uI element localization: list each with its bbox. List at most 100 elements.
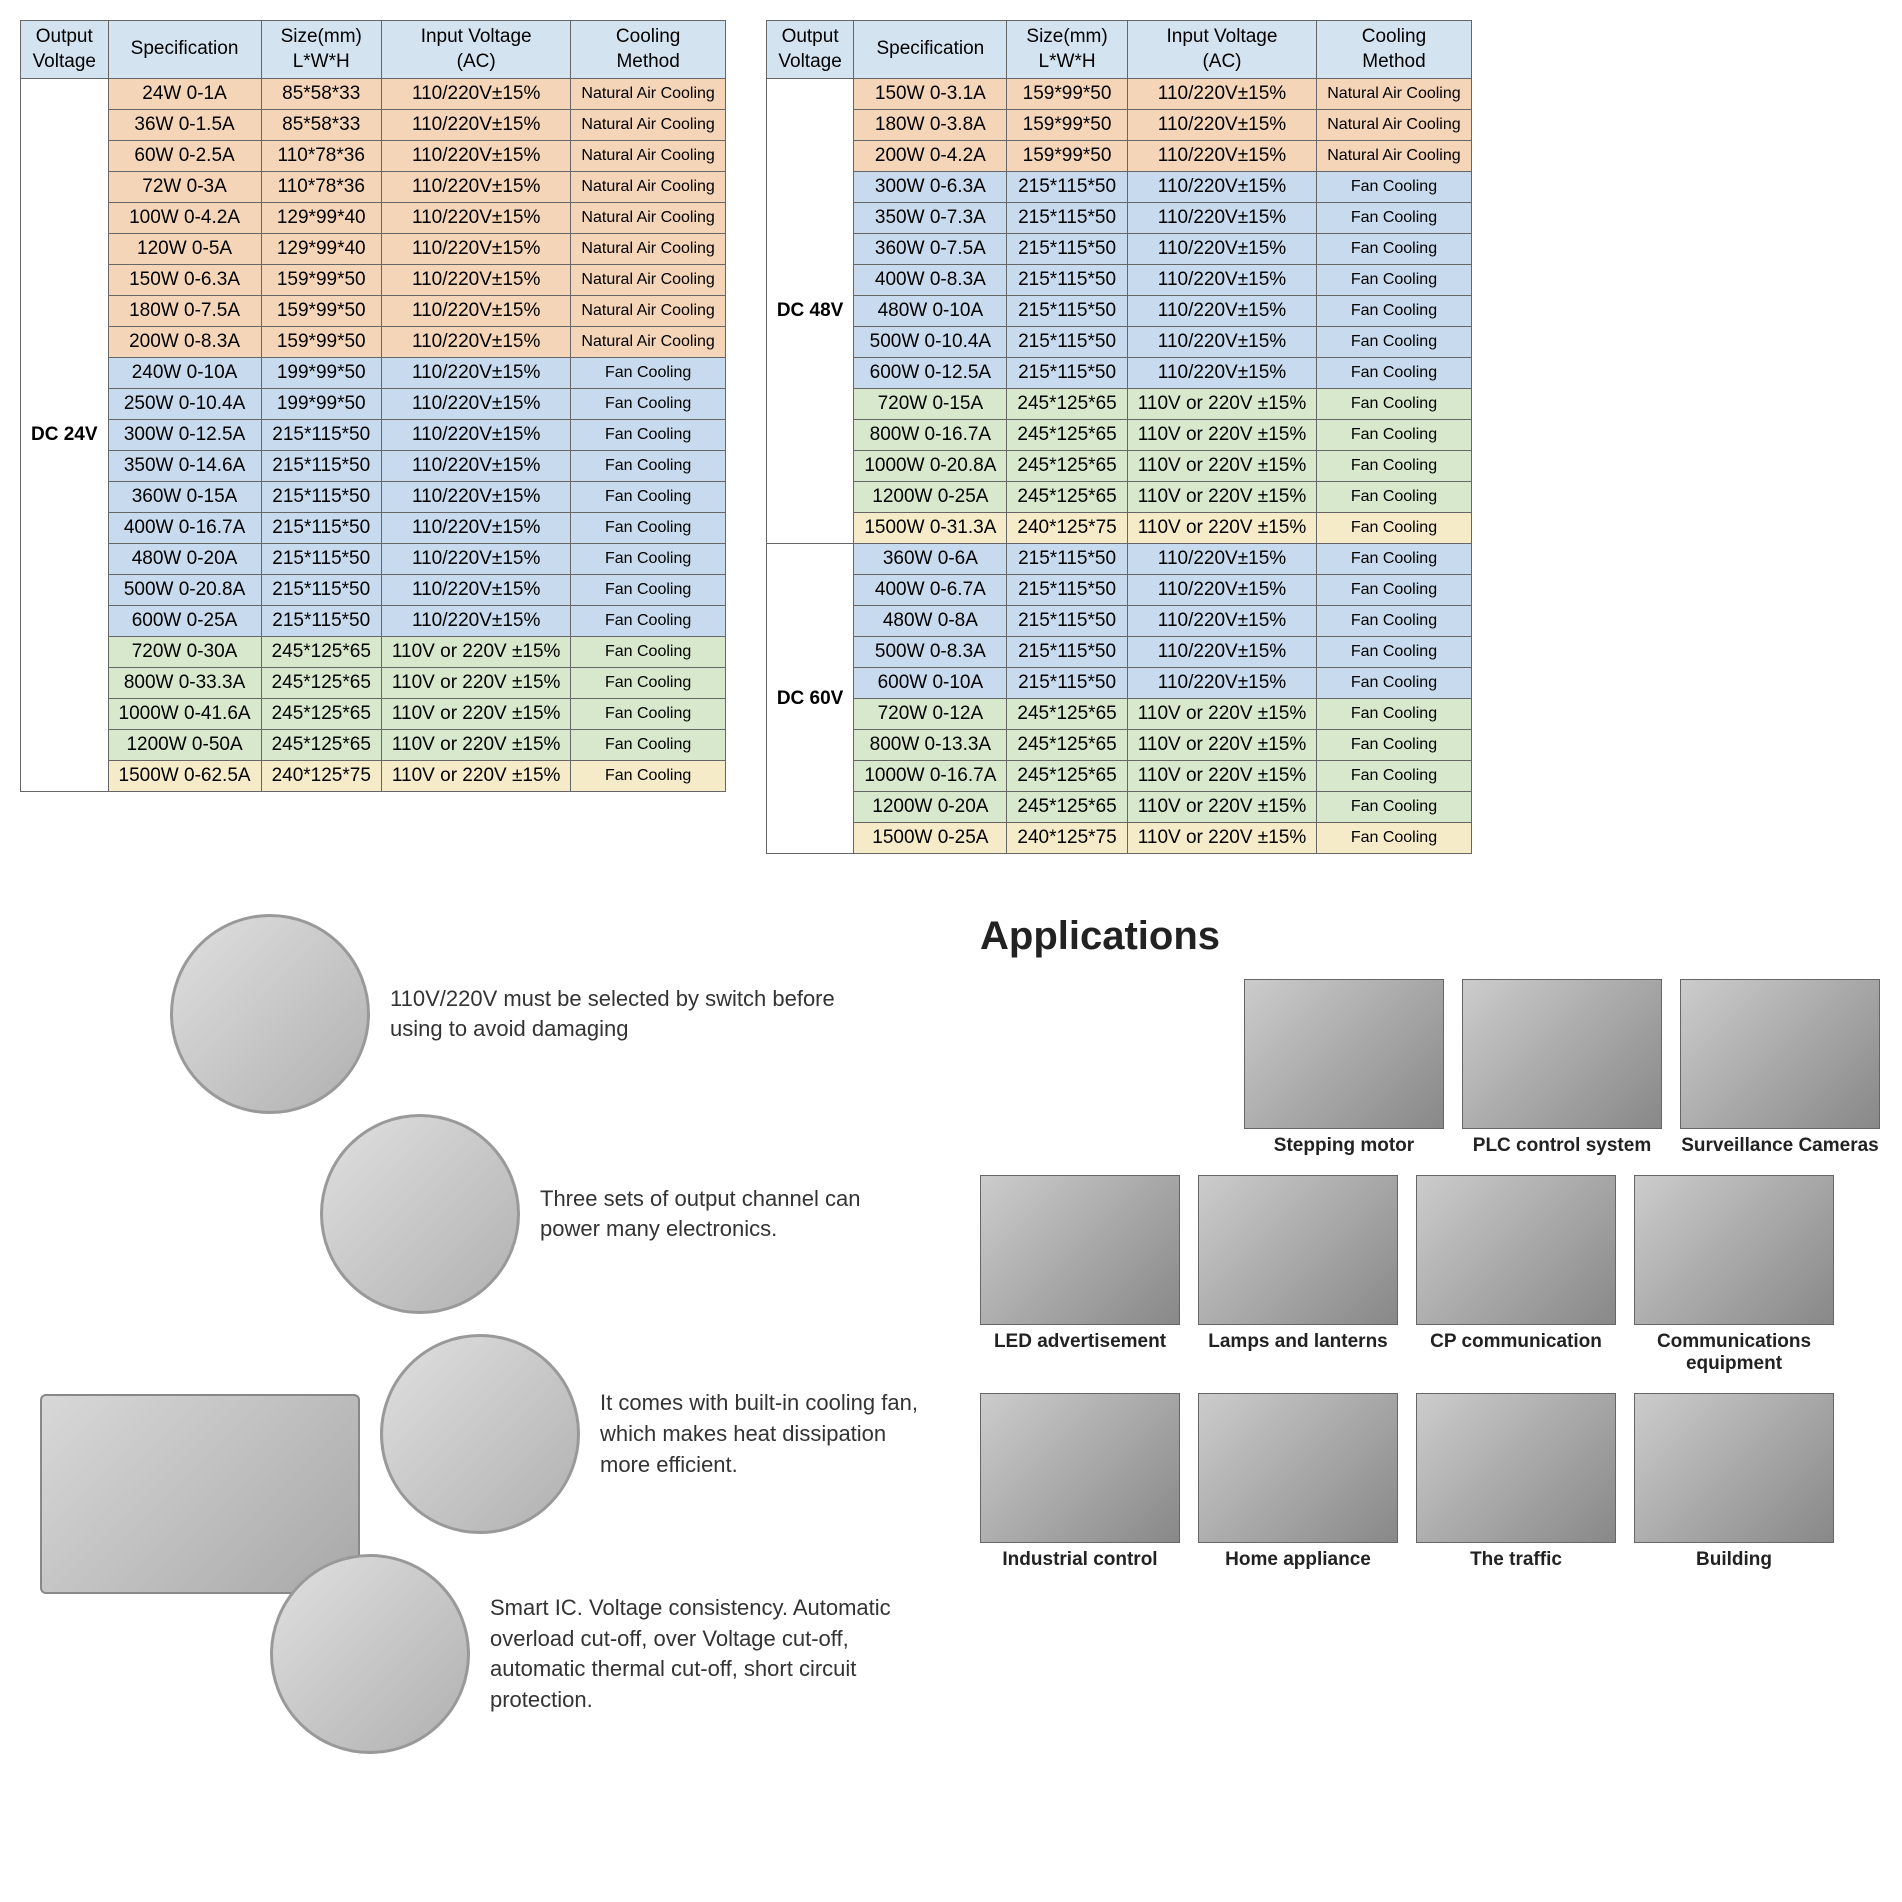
table-row: 1000W 0-16.7A245*125*65110V or 220V ±15%… — [766, 761, 1471, 792]
cell-input: 110/220V±15% — [1127, 606, 1317, 637]
cell-spec: 180W 0-7.5A — [108, 296, 261, 327]
cell-input: 110/220V±15% — [1127, 575, 1317, 606]
cell-input: 110/220V±15% — [381, 296, 571, 327]
table-row: 400W 0-16.7A215*115*50110/220V±15%Fan Co… — [21, 513, 726, 544]
table-header: Size(mm)L*W*H — [1007, 21, 1127, 79]
table-row: 72W 0-3A110*78*36110/220V±15%Natural Air… — [21, 172, 726, 203]
cell-input: 110/220V±15% — [1127, 234, 1317, 265]
application-label: Surveillance Cameras — [1680, 1135, 1880, 1157]
cell-size: 245*125*65 — [261, 637, 381, 668]
cell-input: 110/220V±15% — [381, 389, 571, 420]
cell-cooling: Fan Cooling — [571, 761, 725, 792]
cell-input: 110/220V±15% — [381, 544, 571, 575]
feature-text: It comes with built-in cooling fan, whic… — [600, 1388, 920, 1480]
cell-input: 110V or 220V ±15% — [1127, 823, 1317, 854]
cell-size: 215*115*50 — [261, 482, 381, 513]
table-row: 1200W 0-20A245*125*65110V or 220V ±15%Fa… — [766, 792, 1471, 823]
cell-input: 110/220V±15% — [1127, 668, 1317, 699]
cell-size: 215*115*50 — [1007, 637, 1127, 668]
cell-input: 110/220V±15% — [1127, 172, 1317, 203]
table-header: OutputVoltage — [766, 21, 854, 79]
cell-cooling: Fan Cooling — [571, 575, 725, 606]
feature-image — [380, 1334, 580, 1534]
cell-cooling: Fan Cooling — [1317, 482, 1471, 513]
application-label: Building — [1634, 1549, 1834, 1571]
cell-size: 215*115*50 — [1007, 606, 1127, 637]
cell-cooling: Natural Air Cooling — [571, 234, 725, 265]
application-item: PLC control system — [1462, 979, 1662, 1157]
application-item: The traffic — [1416, 1393, 1616, 1571]
cell-input: 110V or 220V ±15% — [1127, 389, 1317, 420]
cell-spec: 480W 0-10A — [854, 296, 1007, 327]
cell-cooling: Fan Cooling — [1317, 234, 1471, 265]
table-row: 250W 0-10.4A199*99*50110/220V±15%Fan Coo… — [21, 389, 726, 420]
cell-input: 110/220V±15% — [381, 265, 571, 296]
cell-input: 110/220V±15% — [1127, 358, 1317, 389]
table-row: 350W 0-14.6A215*115*50110/220V±15%Fan Co… — [21, 451, 726, 482]
cell-cooling: Fan Cooling — [571, 606, 725, 637]
table-row: 100W 0-4.2A129*99*40110/220V±15%Natural … — [21, 203, 726, 234]
table-row: 1200W 0-50A245*125*65110V or 220V ±15%Fa… — [21, 730, 726, 761]
feature-image — [320, 1114, 520, 1314]
cell-spec: 480W 0-8A — [854, 606, 1007, 637]
table-row: 600W 0-10A215*115*50110/220V±15%Fan Cool… — [766, 668, 1471, 699]
cell-size: 215*115*50 — [261, 513, 381, 544]
cell-size: 240*125*75 — [261, 761, 381, 792]
cell-spec: 1000W 0-20.8A — [854, 451, 1007, 482]
table-row: DC 48V150W 0-3.1A159*99*50110/220V±15%Na… — [766, 79, 1471, 110]
cell-spec: 200W 0-4.2A — [854, 141, 1007, 172]
cell-input: 110/220V±15% — [381, 327, 571, 358]
cell-input: 110/220V±15% — [1127, 79, 1317, 110]
cell-size: 215*115*50 — [1007, 203, 1127, 234]
cell-size: 215*115*50 — [1007, 265, 1127, 296]
cell-size: 245*125*65 — [1007, 792, 1127, 823]
cell-cooling: Fan Cooling — [1317, 172, 1471, 203]
cell-size: 199*99*50 — [261, 358, 381, 389]
table-row: 1000W 0-20.8A245*125*65110V or 220V ±15%… — [766, 451, 1471, 482]
cell-input: 110V or 220V ±15% — [1127, 792, 1317, 823]
table-header: Specification — [108, 21, 261, 79]
cell-cooling: Natural Air Cooling — [1317, 141, 1471, 172]
application-label: Home appliance — [1198, 1549, 1398, 1571]
cell-cooling: Fan Cooling — [1317, 575, 1471, 606]
cell-size: 245*125*65 — [1007, 420, 1127, 451]
cell-spec: 240W 0-10A — [108, 358, 261, 389]
cell-input: 110/220V±15% — [381, 575, 571, 606]
cell-size: 245*125*65 — [261, 668, 381, 699]
cell-input: 110/220V±15% — [1127, 203, 1317, 234]
table-header: CoolingMethod — [1317, 21, 1471, 79]
spec-tables-container: OutputVoltageSpecificationSize(mm)L*W*HI… — [20, 20, 1882, 854]
table-row: 36W 0-1.5A85*58*33110/220V±15%Natural Ai… — [21, 110, 726, 141]
table-header: Size(mm)L*W*H — [261, 21, 381, 79]
cell-size: 215*115*50 — [1007, 668, 1127, 699]
applications-row1: Stepping motorPLC control systemSurveill… — [980, 979, 1880, 1157]
cell-input: 110/220V±15% — [381, 482, 571, 513]
table-row: 180W 0-3.8A159*99*50110/220V±15%Natural … — [766, 110, 1471, 141]
cell-cooling: Fan Cooling — [1317, 203, 1471, 234]
cell-cooling: Fan Cooling — [571, 389, 725, 420]
cell-spec: 800W 0-33.3A — [108, 668, 261, 699]
cell-spec: 120W 0-5A — [108, 234, 261, 265]
cell-spec: 72W 0-3A — [108, 172, 261, 203]
cell-spec: 1000W 0-41.6A — [108, 699, 261, 730]
cell-size: 159*99*50 — [261, 265, 381, 296]
cell-input: 110/220V±15% — [1127, 327, 1317, 358]
cell-cooling: Fan Cooling — [571, 451, 725, 482]
application-thumb — [1634, 1393, 1834, 1543]
cell-size: 215*115*50 — [261, 420, 381, 451]
cell-spec: 300W 0-12.5A — [108, 420, 261, 451]
cell-spec: 350W 0-14.6A — [108, 451, 261, 482]
cell-input: 110/220V±15% — [381, 451, 571, 482]
cell-spec: 500W 0-8.3A — [854, 637, 1007, 668]
cell-size: 245*125*65 — [261, 699, 381, 730]
cell-size: 245*125*65 — [1007, 730, 1127, 761]
cell-spec: 1000W 0-16.7A — [854, 761, 1007, 792]
cell-cooling: Fan Cooling — [1317, 451, 1471, 482]
cell-size: 215*115*50 — [261, 451, 381, 482]
cell-cooling: Fan Cooling — [1317, 668, 1471, 699]
application-label: Communications equipment — [1634, 1331, 1834, 1375]
application-label: Lamps and lanterns — [1198, 1331, 1398, 1353]
cell-spec: 600W 0-25A — [108, 606, 261, 637]
table-row: 60W 0-2.5A110*78*36110/220V±15%Natural A… — [21, 141, 726, 172]
cell-input: 110/220V±15% — [381, 234, 571, 265]
